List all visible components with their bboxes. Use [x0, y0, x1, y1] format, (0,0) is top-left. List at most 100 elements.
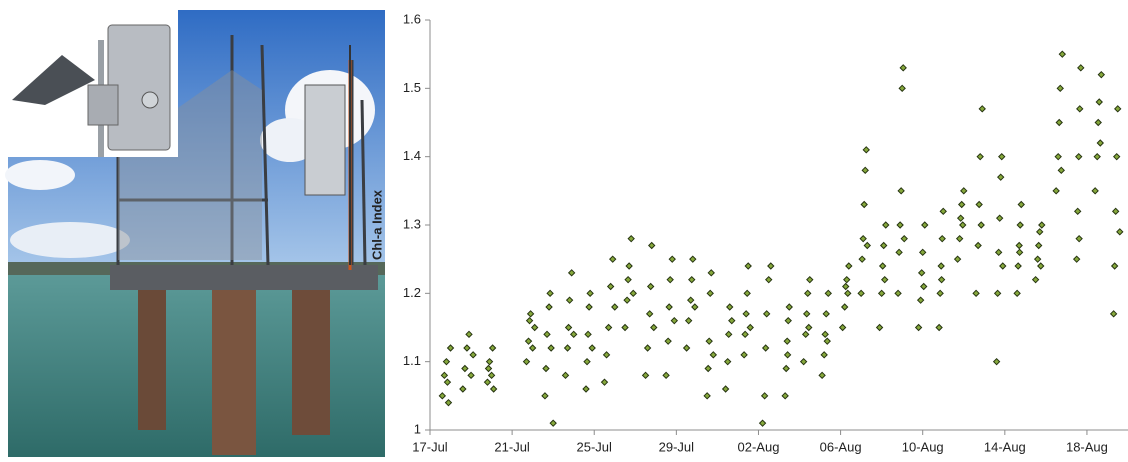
point — [682, 344, 691, 352]
point — [1077, 64, 1085, 72]
point — [547, 344, 555, 352]
point — [565, 296, 574, 304]
point — [897, 187, 905, 195]
point — [1110, 262, 1119, 270]
y-tick-label: 1.6 — [403, 11, 421, 26]
point — [542, 364, 550, 373]
x-tick-label: 10-Aug — [902, 439, 944, 454]
point — [483, 378, 492, 386]
point — [955, 234, 964, 243]
point — [446, 344, 455, 352]
point — [440, 371, 449, 380]
point — [804, 289, 812, 298]
point — [743, 289, 751, 298]
point — [485, 357, 494, 366]
point — [859, 234, 867, 243]
point — [895, 248, 903, 257]
x-tick-label: 25-Jul — [577, 439, 613, 454]
point — [662, 371, 670, 380]
point — [1097, 70, 1106, 79]
point — [688, 275, 696, 284]
point — [842, 282, 850, 291]
y-tick-label: 1.3 — [403, 216, 421, 231]
point — [799, 357, 808, 366]
point — [728, 316, 736, 325]
point — [820, 351, 828, 359]
point — [879, 241, 888, 250]
point — [758, 419, 767, 427]
point — [916, 296, 925, 304]
point — [746, 323, 754, 332]
point — [487, 371, 496, 380]
point — [843, 275, 851, 284]
point — [782, 364, 790, 373]
point — [442, 357, 451, 366]
point — [784, 316, 792, 325]
x-tick-label: 02-Aug — [738, 439, 780, 454]
point — [606, 282, 615, 291]
point — [643, 344, 652, 352]
point — [741, 330, 749, 339]
point — [1036, 228, 1044, 236]
point — [761, 344, 770, 352]
point — [484, 364, 493, 373]
point — [1116, 228, 1124, 236]
point — [641, 371, 650, 380]
point — [878, 262, 887, 270]
y-axis-title: Chl-a Index — [369, 189, 384, 260]
x-tick-label: 17-Jul — [412, 439, 448, 454]
point — [861, 166, 869, 175]
point — [585, 303, 593, 311]
point — [863, 241, 871, 250]
point — [838, 323, 847, 332]
point — [935, 323, 943, 332]
point — [668, 255, 676, 263]
point — [623, 296, 631, 304]
point — [857, 289, 865, 298]
point — [1111, 207, 1120, 216]
point — [726, 303, 734, 311]
point — [444, 398, 453, 407]
point — [526, 310, 535, 318]
point — [894, 289, 902, 298]
point — [488, 344, 497, 352]
point — [489, 385, 498, 393]
point — [724, 330, 733, 339]
x-tick-label: 29-Jul — [659, 439, 695, 454]
point — [611, 303, 619, 311]
point — [998, 152, 1006, 161]
point — [687, 296, 695, 304]
point — [705, 337, 713, 345]
point — [1058, 50, 1067, 58]
point — [1076, 105, 1084, 113]
point — [742, 310, 750, 318]
point — [609, 255, 617, 263]
point — [1013, 289, 1021, 298]
point — [956, 214, 965, 222]
x-tick-label: 21-Jul — [494, 439, 530, 454]
point — [972, 289, 980, 298]
y-tick-label: 1.2 — [403, 285, 421, 300]
point — [703, 392, 711, 400]
point — [1073, 207, 1082, 216]
point — [467, 371, 475, 380]
point — [938, 234, 946, 243]
point — [898, 84, 906, 93]
point — [706, 289, 714, 298]
point — [744, 262, 752, 270]
point — [524, 337, 533, 345]
point — [648, 241, 656, 250]
point — [896, 221, 904, 229]
point — [629, 289, 637, 298]
point — [767, 262, 775, 270]
point — [469, 351, 477, 359]
point — [650, 323, 658, 332]
point — [1015, 248, 1024, 257]
point — [1075, 152, 1083, 161]
point — [569, 330, 578, 339]
point — [1091, 187, 1099, 195]
point — [684, 316, 693, 325]
point — [936, 289, 944, 298]
point — [1096, 139, 1104, 147]
